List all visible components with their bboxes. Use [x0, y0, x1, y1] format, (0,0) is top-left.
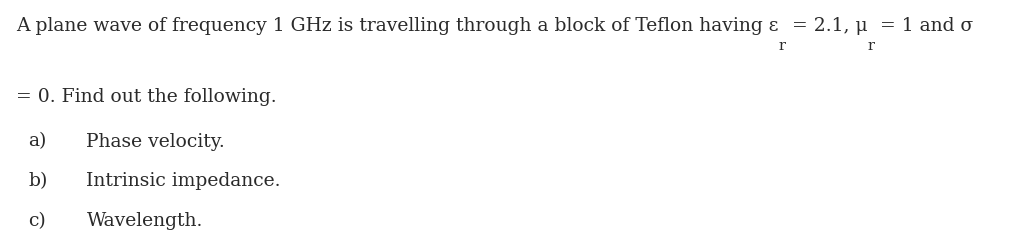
Text: a): a)	[28, 133, 47, 151]
Text: Intrinsic impedance.: Intrinsic impedance.	[86, 172, 281, 190]
Text: Phase velocity.: Phase velocity.	[86, 133, 225, 151]
Text: = 0. Find out the following.: = 0. Find out the following.	[16, 88, 277, 106]
Text: r: r	[868, 39, 875, 53]
Text: c): c)	[28, 212, 46, 230]
Text: r: r	[779, 39, 786, 53]
Text: A plane wave of frequency 1 GHz is travelling through a block of Teflon having ε: A plane wave of frequency 1 GHz is trave…	[16, 17, 779, 35]
Text: = 2.1, μ: = 2.1, μ	[786, 17, 868, 35]
Text: Wavelength.: Wavelength.	[86, 212, 202, 230]
Text: b): b)	[28, 172, 48, 190]
Text: = 1 and σ: = 1 and σ	[875, 17, 973, 35]
